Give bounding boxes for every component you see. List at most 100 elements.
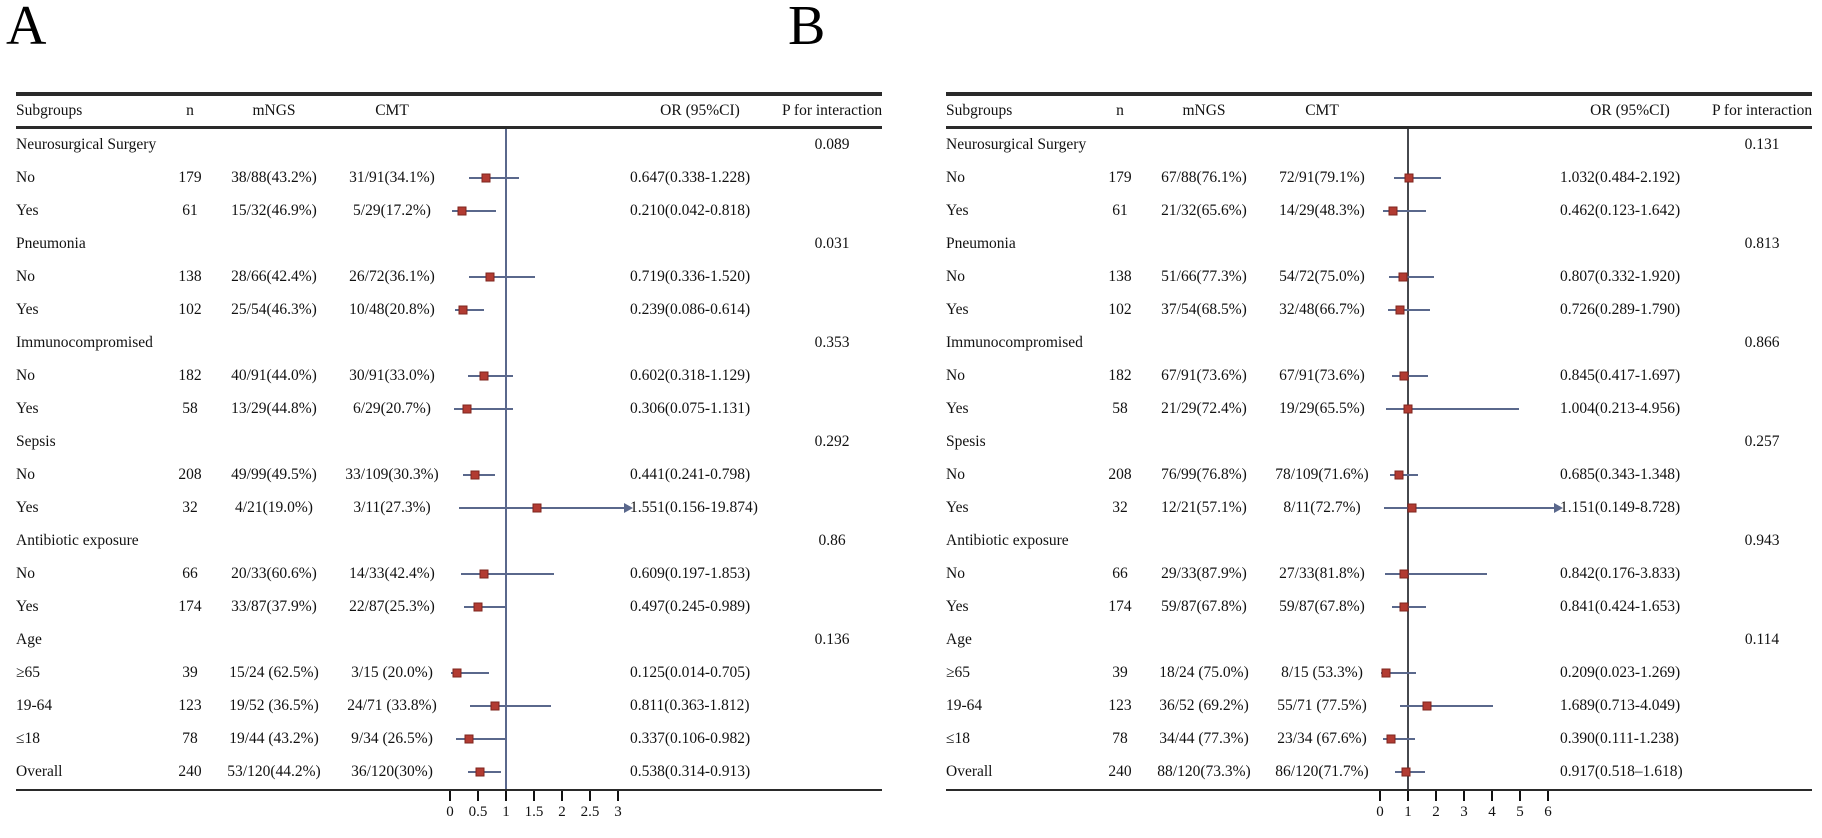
forest-row: No 208 49/99(49.5%) 33/109(30.3%) 0.441(0.24… [16, 458, 882, 492]
forest-plot-cell [1380, 326, 1548, 360]
axis-tick [1547, 791, 1549, 801]
subgroup-label: Immunocompromised [16, 334, 153, 351]
forest-row: Overall 240 53/120(44.2%) 36/120(30%) 0.538(… [16, 755, 882, 789]
mngs-value: 88/120(73.3%) [1157, 763, 1251, 780]
ci-line [1389, 275, 1434, 279]
subgroup-label: Neurosurgical Surgery [946, 136, 1087, 153]
subgroup-label: Yes [16, 202, 39, 219]
plot-header-spacer [1380, 96, 1548, 126]
cmt-value: 72/91(79.1%) [1279, 169, 1365, 186]
or-point-marker [1381, 668, 1391, 678]
or-point-marker [532, 503, 542, 513]
reference-line [505, 755, 507, 789]
reference-line [505, 194, 507, 228]
cmt-value: 24/71 (33.8%) [347, 697, 437, 714]
cmt-value: 19/29(65.5%) [1279, 400, 1365, 417]
ci-line [468, 275, 536, 279]
forest-plot-cell [450, 161, 618, 195]
ci-line [450, 671, 490, 675]
forest-row: Yes 61 21/32(65.6%) 14/29(48.3%) 0.462(0.123… [946, 194, 1812, 228]
forest-row: 19-64 123 36/52 (69.2%) 55/71 (77.5%) 1.689(… [946, 689, 1812, 723]
mngs-value: 20/33(60.6%) [231, 565, 317, 582]
column-header-p: P for interaction [782, 102, 883, 119]
or-ci-value: 0.602(0.318-1.129) [630, 367, 751, 384]
or-point-marker [1403, 404, 1413, 414]
column-header-subgroups: Subgroups [946, 102, 1013, 119]
cmt-value: 26/72(36.1%) [349, 268, 435, 285]
group-row: Antibiotic exposure 0.943 [946, 524, 1812, 558]
forest-plot-cell [450, 491, 633, 525]
mngs-value: 51/66(77.3%) [1161, 268, 1247, 285]
ci-line [1384, 572, 1488, 576]
ci-line [1391, 374, 1428, 378]
axis-tick-label: 1 [502, 804, 510, 820]
forest-plot-cell [450, 227, 618, 261]
axis-tick [1407, 791, 1409, 801]
or-ci-value: 0.239(0.086-0.614) [630, 301, 751, 318]
group-row: Antibiotic exposure 0.86 [16, 524, 882, 558]
p-interaction-value: 0.866 [1744, 334, 1780, 351]
forest-plot-cell [1380, 425, 1548, 459]
forest-row: No 138 28/66(42.4%) 26/72(36.1%) 0.719(0.336… [16, 260, 882, 294]
ci-line [1383, 737, 1415, 741]
axis-tick [617, 791, 619, 801]
n-value: 58 [1112, 400, 1128, 417]
x-axis: 0 0.5 1 1.5 2 2.5 3 [16, 791, 882, 835]
forest-plot-cell [450, 194, 618, 228]
forest-row: Overall 240 88/120(73.3%) 86/120(71.7%) 0.91… [946, 755, 1812, 789]
ci-line [1385, 407, 1519, 411]
table-body: Neurosurgical Surgery 0.089 No 179 38/88(43.… [16, 128, 882, 789]
n-value: 102 [178, 301, 202, 318]
axis-tick-label: 2.5 [580, 804, 600, 820]
or-ci-value: 0.726(0.289-1.790) [1560, 301, 1681, 318]
subgroup-label: Yes [946, 202, 969, 219]
or-ci-value: 0.462(0.123-1.642) [1560, 202, 1681, 219]
or-ci-value: 1.689(0.713-4.049) [1560, 697, 1681, 714]
axis-tick-label: 2 [558, 804, 566, 820]
forest-plot-cell [1380, 524, 1548, 558]
forest-row: Yes 32 12/21(57.1%) 8/11(72.7%) 1.151(0.149-… [946, 491, 1812, 525]
forest-row: Yes 174 33/87(37.9%) 22/87(25.3%) 0.497(0.24… [16, 590, 882, 624]
mngs-value: 34/44 (77.3%) [1159, 730, 1249, 747]
mngs-value: 67/88(76.1%) [1161, 169, 1247, 186]
subgroup-label: Yes [16, 301, 39, 318]
n-value: 179 [1108, 169, 1132, 186]
reference-line [505, 227, 507, 261]
reference-line [505, 458, 507, 492]
mngs-value: 28/66(42.4%) [231, 268, 317, 285]
group-row: Immunocompromised 0.866 [946, 326, 1812, 360]
p-interaction-value: 0.031 [814, 235, 850, 252]
table-bottom-rule [16, 788, 882, 791]
forest-row: Yes 102 25/54(46.3%) 10/48(20.8%) 0.239(0.08… [16, 293, 882, 327]
forest-plot-cell [1380, 392, 1548, 426]
or-point-marker [473, 602, 483, 612]
forest-plot-cell [1380, 359, 1548, 393]
mngs-value: 15/24 (62.5%) [229, 664, 319, 681]
axis-tick-label: 0.5 [468, 804, 488, 820]
or-ci-value: 0.210(0.042-0.818) [630, 202, 751, 219]
forest-plot-cell [1380, 755, 1548, 789]
p-interaction-value: 0.089 [814, 136, 850, 153]
cmt-value: 8/11(72.7%) [1283, 499, 1361, 516]
group-row: Pneumonia 0.031 [16, 227, 882, 261]
or-point-marker [475, 767, 485, 777]
subgroup-label: No [16, 565, 35, 582]
axis-tick-label: 3 [614, 804, 622, 820]
cmt-value: 36/120(30%) [351, 763, 433, 780]
or-ci-value: 1.151(0.149-8.728) [1560, 499, 1681, 516]
n-value: 61 [1112, 202, 1128, 219]
or-point-marker [1422, 701, 1432, 711]
mngs-value: 67/91(73.6%) [1161, 367, 1247, 384]
or-point-marker [1399, 371, 1409, 381]
reference-line [505, 293, 507, 327]
mngs-value: 21/32(65.6%) [1161, 202, 1247, 219]
subgroup-label: Overall [16, 763, 63, 780]
axis-tick [1491, 791, 1493, 801]
p-interaction-value: 0.353 [814, 334, 850, 351]
table-bottom-rule [946, 788, 1812, 791]
or-ci-value: 1.551(0.156-19.874) [630, 499, 758, 516]
or-point-marker [1388, 206, 1398, 216]
cmt-value: 8/15 (53.3%) [1281, 664, 1363, 681]
or-point-marker [481, 173, 491, 183]
table-body: Neurosurgical Surgery 0.131 No 179 67/88(76.… [946, 128, 1812, 789]
